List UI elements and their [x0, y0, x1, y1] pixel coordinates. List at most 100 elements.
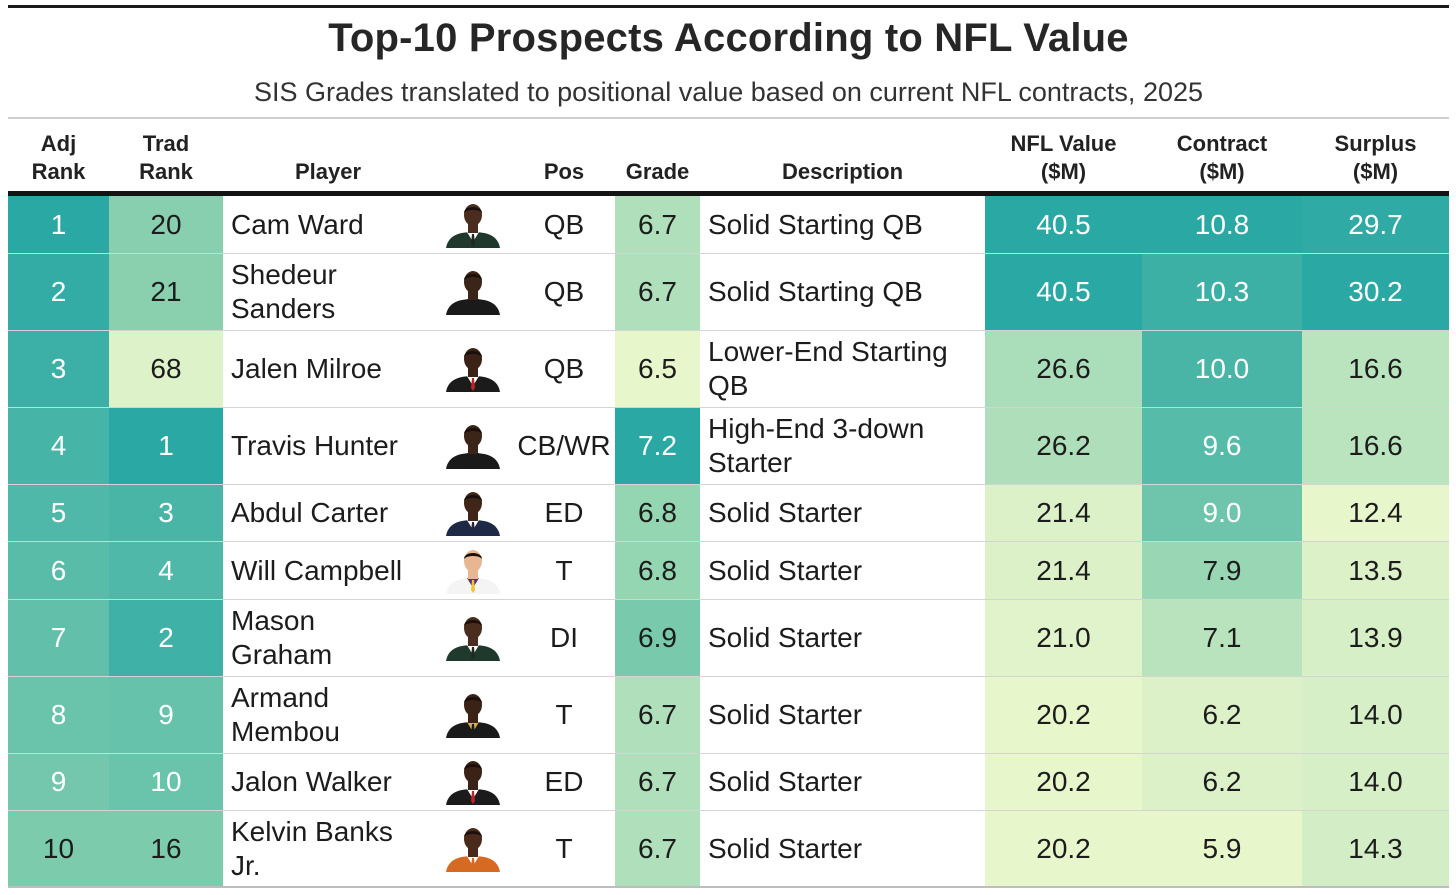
cell-surplus: 14.0 — [1302, 677, 1449, 753]
cell-text-nfl-value: 21.4 — [1036, 497, 1091, 528]
cell-player: Mason Graham — [223, 600, 433, 676]
avatar-neck — [468, 781, 478, 790]
cell-text-surplus: 29.7 — [1348, 208, 1403, 240]
cell-adj-rank: 7 — [8, 600, 109, 676]
cell-pos: CB/WR — [513, 408, 615, 484]
cell-text-trad-rank: 2 — [158, 622, 174, 653]
cell-text-surplus: 30.2 — [1348, 276, 1403, 307]
header-adj-rank: Adj Rank — [8, 128, 109, 186]
header-surplus-line2: ($M) — [1352, 159, 1399, 184]
cell-text-player: Kelvin Banks Jr. — [231, 815, 393, 881]
cell-text-surplus: 13.9 — [1348, 622, 1403, 653]
avatar-tie — [471, 301, 475, 314]
cell-player: Jalon Walker — [223, 754, 433, 810]
cell-contract: 5.9 — [1142, 811, 1302, 886]
cell-text-grade: 7.2 — [638, 430, 677, 461]
cell-nfl-value: 21.0 — [985, 600, 1142, 676]
chart-title: Top-10 Prospects According to NFL Value — [328, 16, 1129, 60]
cell-pos: QB — [513, 196, 615, 253]
cell-text-adj-rank: 6 — [50, 554, 67, 586]
avatar-tie — [471, 791, 475, 804]
cell-text-nfl-value: 20.2 — [1036, 699, 1091, 730]
cell-nfl-value: 40.5 — [985, 254, 1142, 330]
avatar-hair — [464, 351, 482, 357]
cell-text-grade: 6.8 — [638, 554, 677, 586]
table-row: 9 10 Jalon Walker ED 6.7 Solid Starter 20.2 6.2… — [8, 754, 1449, 810]
cell-text-description: Solid Starter — [708, 832, 863, 864]
cell-description: Solid Starter — [700, 600, 985, 676]
cell-contract: 10.3 — [1142, 254, 1302, 330]
cell-text-trad-rank: 16 — [150, 832, 182, 864]
cell-text-contract: 10.8 — [1194, 208, 1250, 240]
header-trad-rank: Trad Rank — [109, 128, 223, 186]
header-player-label: Player — [294, 159, 362, 184]
cell-contract: 6.2 — [1142, 754, 1302, 810]
cell-grade: 6.7 — [615, 754, 700, 810]
cell-pos: T — [513, 542, 615, 599]
cell-pos: T — [513, 677, 615, 753]
cell-text-adj-rank: 4 — [50, 430, 67, 461]
cell-nfl-value: 20.2 — [985, 754, 1142, 810]
row-divider — [8, 253, 1449, 254]
row-divider — [8, 753, 1449, 754]
cell-text-adj-rank: 1 — [50, 208, 67, 240]
cell-trad-rank: 1 — [109, 408, 223, 484]
avatar-tie — [471, 647, 475, 660]
cell-adj-rank: 9 — [8, 754, 109, 810]
cell-text-trad-rank: 68 — [150, 353, 182, 384]
avatar-tie — [471, 455, 475, 468]
row-divider — [8, 484, 1449, 485]
top-rule — [8, 5, 1449, 8]
cell-player: Armand Membou — [223, 677, 433, 753]
cell-surplus: 14.0 — [1302, 754, 1449, 810]
cell-adj-rank: 2 — [8, 254, 109, 330]
cell-description: Solid Starter — [700, 754, 985, 810]
avatar-neck — [468, 291, 478, 300]
cell-player: Abdul Carter — [223, 485, 433, 541]
cell-text-contract: 6.2 — [1202, 699, 1242, 730]
cell-adj-rank: 6 — [8, 542, 109, 599]
cell-text-grade: 6.7 — [638, 276, 677, 307]
avatar-tie — [471, 233, 475, 247]
cell-text-trad-rank: 20 — [150, 208, 182, 240]
cell-text-surplus: 13.5 — [1348, 554, 1403, 586]
avatar-hair — [464, 830, 482, 837]
header-surplus-line1: Surplus — [1334, 131, 1417, 156]
cell-nfl-value: 20.2 — [985, 811, 1142, 886]
header-contract-line2: ($M) — [1199, 159, 1245, 184]
avatar-neck — [468, 569, 478, 579]
row-divider — [8, 541, 1449, 542]
cell-text-grade: 6.5 — [638, 353, 677, 384]
player-headshot — [433, 811, 513, 886]
cell-pos: QB — [513, 331, 615, 407]
cell-text-contract: 10.3 — [1194, 276, 1250, 307]
cell-surplus: 13.5 — [1302, 542, 1449, 599]
cell-text-player: Jalon Walker — [231, 766, 392, 797]
header-trad-rank-line1: Trad — [142, 131, 190, 156]
cell-text-nfl-value: 20.2 — [1036, 766, 1091, 797]
cell-text-contract: 6.2 — [1202, 766, 1242, 797]
cell-text-player: Will Campbell — [231, 554, 403, 586]
cell-text-adj-rank: 10 — [42, 832, 75, 864]
cell-player: Shedeur Sanders — [223, 254, 433, 330]
cell-grade: 6.8 — [615, 485, 700, 541]
cell-text-surplus: 14.0 — [1348, 699, 1403, 730]
player-headshot-suit-red-tie-icon — [446, 348, 500, 392]
cell-nfl-value: 40.5 — [985, 196, 1142, 253]
player-headshot — [433, 254, 513, 330]
header-contract-line1: Contract — [1176, 131, 1268, 156]
cell-adj-rank: 4 — [8, 408, 109, 484]
cell-text-pos: T — [555, 554, 573, 586]
player-headshot-dark-suit-icon — [446, 617, 500, 661]
cell-text-description: Solid Starter — [708, 766, 863, 797]
cell-surplus: 14.3 — [1302, 811, 1449, 886]
avatar-hair — [464, 495, 482, 501]
avatar-neck — [468, 714, 478, 723]
avatar-neck — [468, 512, 478, 521]
row-divider — [8, 330, 1449, 331]
cell-player: Jalen Milroe — [223, 331, 433, 407]
cell-text-adj-rank: 8 — [50, 699, 67, 730]
header-player: Player — [223, 128, 433, 186]
cell-trad-rank: 3 — [109, 485, 223, 541]
cell-text-pos: T — [555, 832, 573, 864]
